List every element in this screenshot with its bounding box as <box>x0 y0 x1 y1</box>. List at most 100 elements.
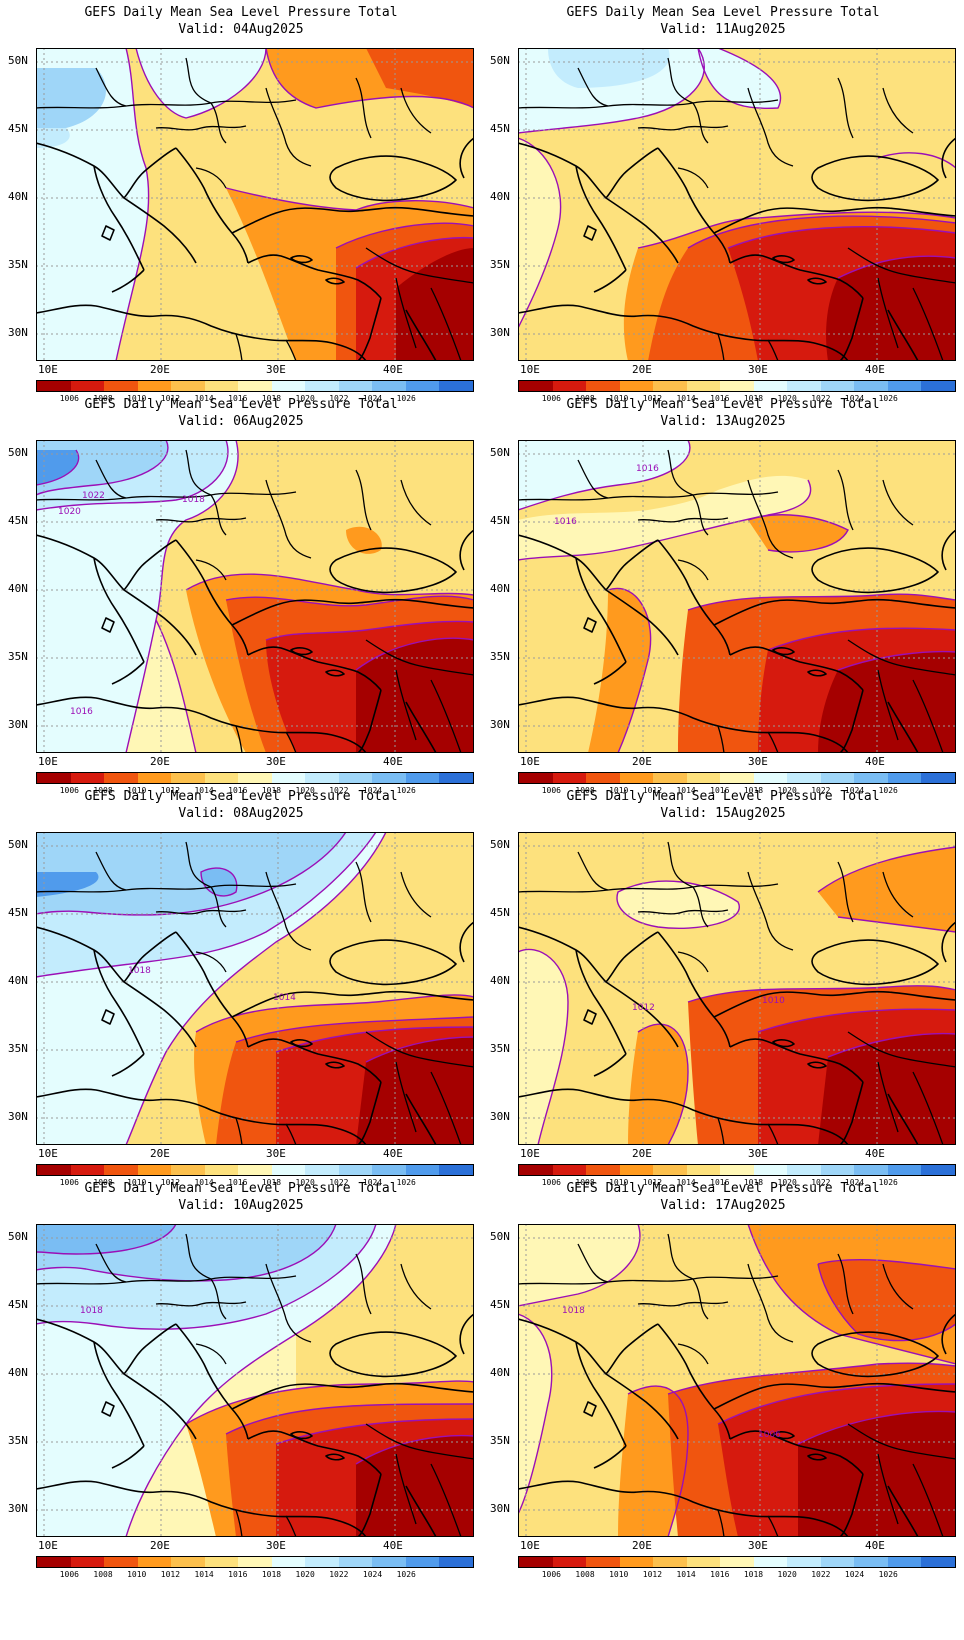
colorbar <box>36 1556 474 1568</box>
colorbar-tick-label: 1006 <box>541 786 561 795</box>
lon-label: 20E <box>632 363 652 376</box>
colorbar-tick-label: 1022 <box>811 394 831 403</box>
colorbar-tick-label: 1020 <box>777 786 797 795</box>
colorbar-swatch <box>720 381 754 391</box>
colorbar-tick-label: 1010 <box>609 394 629 403</box>
colorbar-tick-label: 1006 <box>59 786 79 795</box>
colorbar-swatch <box>204 381 239 391</box>
colorbar-tick-label: 1008 <box>575 1570 595 1579</box>
lon-label: 10E <box>520 363 540 376</box>
panel-title: GEFS Daily Mean Sea Level Pressure Total <box>84 1181 398 1196</box>
lon-label: 30E <box>748 755 768 768</box>
colorbar-tick-label: 1008 <box>93 1178 113 1187</box>
colorbar-swatch <box>238 381 272 391</box>
lon-label: 40E <box>383 755 403 768</box>
map-panel-10aug: GEFS Daily Mean Sea Level Pressure Total… <box>0 1176 482 1586</box>
colorbar-swatch <box>619 381 654 391</box>
panel-valid-date: Valid: 08Aug2025 <box>178 806 304 821</box>
colorbar-swatch <box>619 1557 654 1567</box>
panel-title: GEFS Daily Mean Sea Level Pressure Total <box>84 5 398 20</box>
pressure-map <box>36 48 474 361</box>
lat-label: 35N <box>490 258 510 271</box>
colorbar-swatch <box>720 1165 754 1175</box>
colorbar-swatch <box>820 1557 855 1567</box>
lon-label: 20E <box>150 1147 170 1160</box>
colorbar-swatch <box>921 381 955 391</box>
colorbar-swatch <box>854 1165 888 1175</box>
colorbar-tick-label: 1012 <box>160 1570 181 1579</box>
colorbar-tick-label: 1022 <box>811 1570 831 1579</box>
colorbar-tick-label: 1018 <box>261 1570 282 1579</box>
colorbar-tick-label: 1010 <box>127 786 147 795</box>
colorbar-tick-label: 1016 <box>228 394 248 403</box>
lat-label: 50N <box>490 446 510 459</box>
contour-label: 1014 <box>273 993 296 1003</box>
lat-label: 50N <box>490 54 510 67</box>
colorbar-tick-label: 1018 <box>261 786 282 795</box>
colorbar-swatch <box>405 773 440 783</box>
colorbar-swatch <box>204 773 239 783</box>
lat-label: 35N <box>490 1042 510 1055</box>
lon-label: 40E <box>865 755 885 768</box>
lon-label: 20E <box>150 1539 170 1552</box>
colorbar-swatch <box>686 773 721 783</box>
colorbar-swatch <box>854 381 888 391</box>
colorbar-swatch <box>338 1165 373 1175</box>
colorbar-tick-label: 1022 <box>811 786 831 795</box>
lat-label: 40N <box>490 1366 510 1379</box>
lon-label: 20E <box>150 363 170 376</box>
colorbar-tick-label: 1006 <box>541 1178 561 1187</box>
panel-title: GEFS Daily Mean Sea Level Pressure Total <box>566 789 880 804</box>
colorbar-swatch <box>238 1557 272 1567</box>
lat-label: 45N <box>8 1298 28 1311</box>
pressure-map <box>518 48 956 361</box>
colorbar-tick-label: 1024 <box>362 1178 383 1187</box>
colorbar-tick-label: 1014 <box>676 1178 696 1187</box>
contour-label: 1016 <box>554 517 577 527</box>
contour-label: 1018 <box>562 1306 585 1316</box>
colorbar-tick-label: 1024 <box>844 1570 865 1579</box>
contour-label: 1006 <box>758 1430 781 1440</box>
pressure-map: 1018 1014 <box>36 832 474 1145</box>
colorbar-swatch <box>405 1557 440 1567</box>
colorbar-swatch <box>104 1557 138 1567</box>
colorbar-swatch <box>37 773 71 783</box>
colorbar-tick-label: 1016 <box>228 1570 248 1579</box>
lat-label: 40N <box>490 974 510 987</box>
colorbar-swatch <box>137 381 172 391</box>
colorbar-tick-label: 1018 <box>743 1178 764 1187</box>
colorbar-tick-label: 1022 <box>329 1570 349 1579</box>
colorbar-tick-label: 1012 <box>160 1178 181 1187</box>
colorbar-swatch <box>787 381 821 391</box>
colorbar-swatch <box>552 1557 587 1567</box>
colorbar-tick-label: 1012 <box>642 394 663 403</box>
colorbar-tick-label: 1008 <box>93 394 113 403</box>
colorbar-swatch <box>787 1165 821 1175</box>
map-panel-06aug: GEFS Daily Mean Sea Level Pressure Total… <box>0 392 482 802</box>
colorbar-tick-label: 1010 <box>609 1178 629 1187</box>
colorbar-swatch <box>305 1557 339 1567</box>
colorbar-swatch <box>854 1557 888 1567</box>
colorbar-tick-label: 1014 <box>676 1570 696 1579</box>
colorbar-tick-label: 1010 <box>127 1178 147 1187</box>
colorbar-tick-label: 1024 <box>362 394 383 403</box>
map-panel-04aug: GEFS Daily Mean Sea Level Pressure Total… <box>0 0 482 410</box>
colorbar-tick-label: 1014 <box>194 786 214 795</box>
panel-title: GEFS Daily Mean Sea Level Pressure Total <box>566 1181 880 1196</box>
colorbar-tick-label: 1018 <box>743 786 764 795</box>
colorbar-tick-label: 1010 <box>609 786 629 795</box>
colorbar-swatch <box>104 773 138 783</box>
lat-label: 40N <box>8 974 28 987</box>
lon-label: 20E <box>632 1539 652 1552</box>
colorbar-tick-label: 1020 <box>295 1178 315 1187</box>
colorbar-tick-label: 1026 <box>878 1178 898 1187</box>
colorbar-tick-label: 1026 <box>396 1178 416 1187</box>
colorbar-tick-label: 1016 <box>228 786 248 795</box>
map-panel-13aug: GEFS Daily Mean Sea Level Pressure Total… <box>482 392 964 802</box>
lat-label: 50N <box>8 54 28 67</box>
colorbar-swatch <box>70 381 105 391</box>
colorbar-swatch <box>619 1165 654 1175</box>
colorbar-swatch <box>686 1557 721 1567</box>
contour-label: 1010 <box>762 996 785 1006</box>
panel-title: GEFS Daily Mean Sea Level Pressure Total <box>84 789 398 804</box>
